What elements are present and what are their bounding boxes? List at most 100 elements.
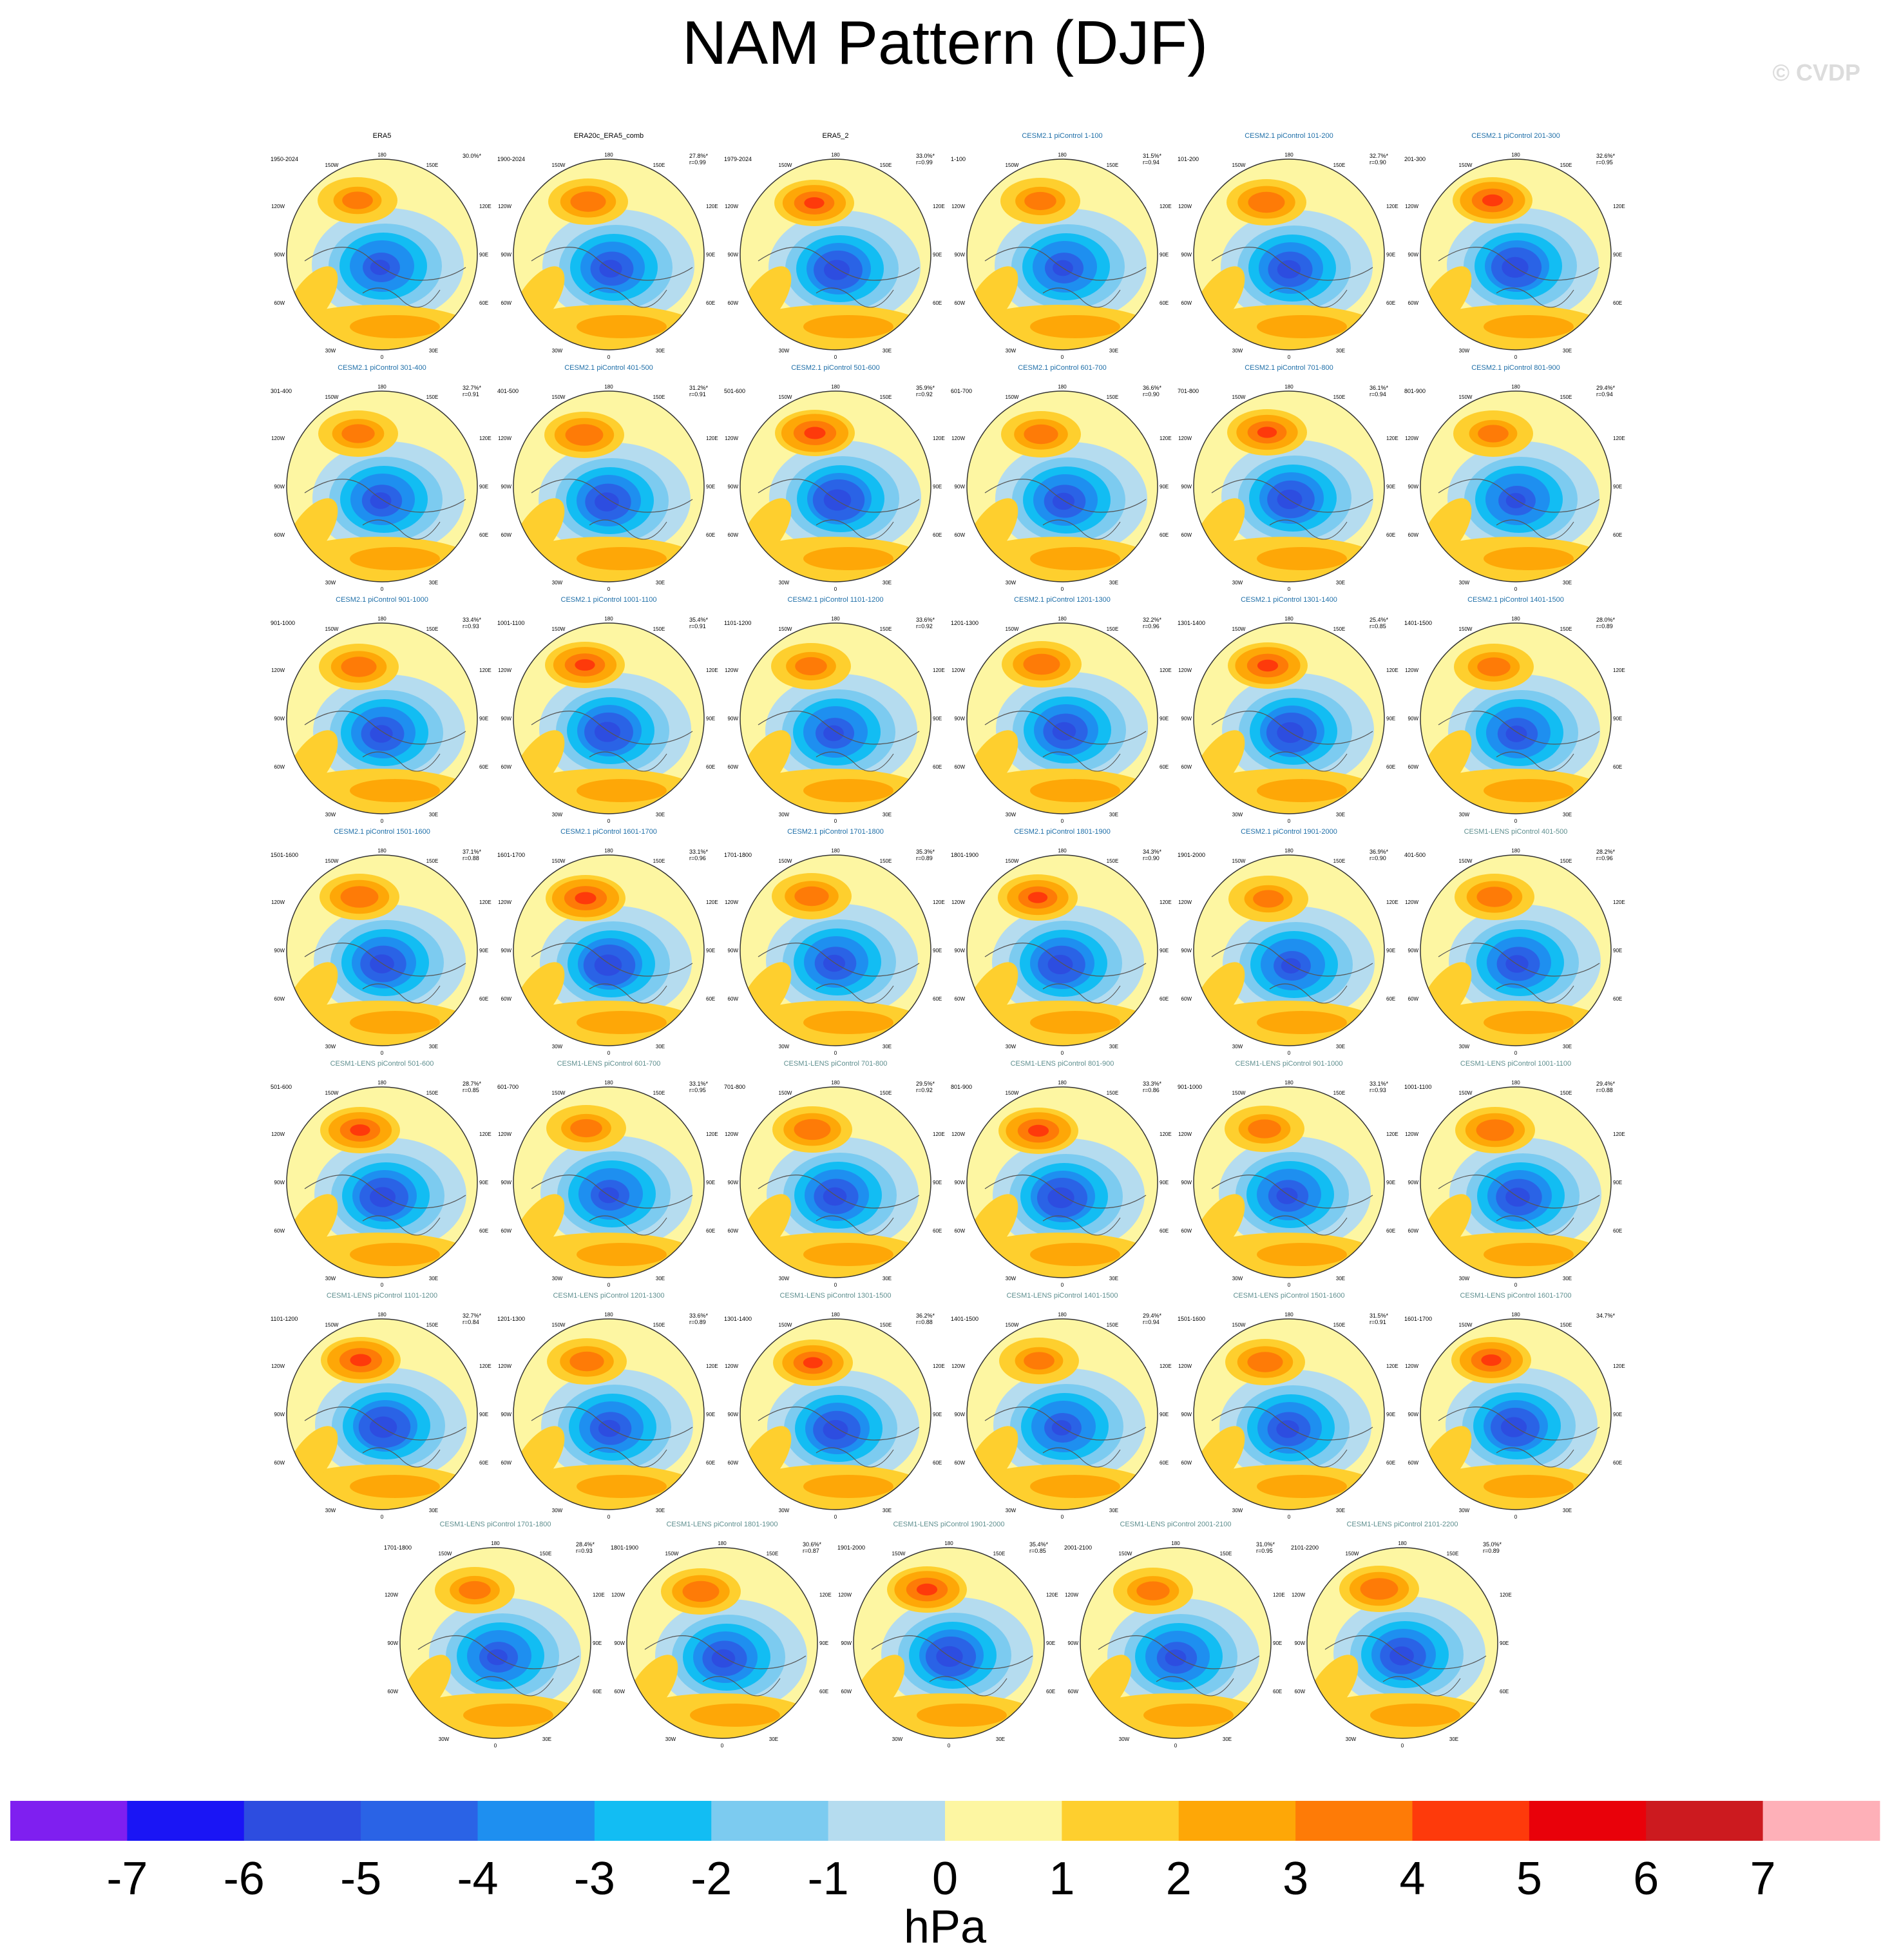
- nam-polar-map: 1801-1900 30.6%*r=0.87 180 0 150W 150E 120W 120…: [611, 1541, 832, 1749]
- contour-pos-atlantic-2: [577, 315, 667, 338]
- longitude-label: 30W: [1006, 1276, 1017, 1282]
- panel-period: 2001-2100: [1064, 1544, 1092, 1551]
- longitude-label: 120W: [1178, 668, 1192, 673]
- map-panel: CESM1-LENS piControl 1601-1700 1601-1700 3…: [1403, 1292, 1628, 1524]
- longitude-label: 60E: [1613, 532, 1622, 538]
- longitude-label: 30W: [552, 1276, 563, 1282]
- coastline: [1211, 943, 1373, 977]
- longitude-label: 90E: [479, 1412, 488, 1417]
- contour-pos-pacific-4: [1482, 194, 1503, 207]
- coastline: [984, 711, 1147, 745]
- longitude-label: 150W: [1006, 162, 1019, 168]
- longitude-label: 90E: [933, 484, 942, 490]
- coastline: [871, 1635, 1033, 1669]
- longitude-label: 30E: [1563, 1044, 1572, 1050]
- panel-variance-pct: 33.1%*: [689, 849, 709, 855]
- map-border: [1080, 1547, 1272, 1739]
- nam-polar-map: 101-200 32.7%*r=0.90 180 0 150W 150E 120W 120E 9…: [1178, 152, 1398, 360]
- contour-neg-6: [369, 1416, 397, 1438]
- panel-period: 1979-2024: [724, 156, 752, 162]
- coastline: [816, 519, 894, 540]
- longitude-label: 30E: [429, 348, 438, 354]
- longitude-label: 90W: [274, 1412, 285, 1417]
- map-panel: CESM1-LENS piControl 1801-1900 1801-1900 3…: [609, 1521, 835, 1753]
- longitude-label: 60W: [501, 532, 512, 538]
- nam-polar-map: 2101-2200 35.0%*r=0.89 180 0 150W 150E 120W 120…: [1291, 1541, 1512, 1749]
- longitude-label: 150W: [1459, 1322, 1473, 1328]
- panel-variance-pct: 28.7%*: [463, 1081, 482, 1087]
- longitude-label: 180: [1511, 848, 1520, 854]
- longitude-label: 90W: [841, 1640, 852, 1646]
- longitude-label: 60W: [728, 532, 739, 538]
- nam-polar-map: 1801-1900 34.3%*r=0.90 180 0 150W 150E 120W 120…: [951, 848, 1172, 1056]
- longitude-label: 150W: [325, 162, 339, 168]
- map-border: [740, 622, 931, 814]
- longitude-label: 150W: [779, 626, 792, 632]
- contour-neg-6: [1276, 1187, 1298, 1204]
- contour-neg-6: [1051, 1420, 1072, 1436]
- panel-variance-pct: 32.6%*: [1596, 153, 1616, 159]
- coastline: [984, 1175, 1147, 1209]
- contour-pos-pacific-3: [795, 657, 827, 676]
- panel-variance-pct: 33.6%*: [689, 1312, 709, 1319]
- coastline: [816, 751, 894, 772]
- longitude-label: 180: [1284, 616, 1293, 622]
- longitude-label: 90W: [1295, 1640, 1306, 1646]
- longitude-label: 120E: [1160, 1131, 1172, 1137]
- colorbar-tick-label: 4: [1399, 1853, 1425, 1905]
- colorbar-bin: [711, 1801, 829, 1841]
- panel-period: 901-1000: [271, 620, 295, 626]
- longitude-label: 120W: [498, 1363, 511, 1369]
- longitude-label: 90W: [1181, 484, 1192, 490]
- panel-pattern-corr: r=0.95: [689, 1087, 706, 1093]
- longitude-label: 120E: [1160, 668, 1172, 673]
- panel-pattern-corr: r=0.84: [463, 1319, 479, 1325]
- panel-pattern-corr: r=0.92: [916, 1087, 933, 1093]
- longitude-label: 120E: [706, 436, 718, 441]
- longitude-label: 150E: [1560, 162, 1572, 168]
- longitude-label: 60E: [933, 764, 942, 770]
- panel-variance-pct: 31.5%*: [1370, 1312, 1389, 1319]
- longitude-label: 120E: [1386, 436, 1398, 441]
- longitude-label: 120W: [271, 1363, 285, 1369]
- panel-period: 1901-2000: [837, 1544, 865, 1551]
- colorbar-bin: [828, 1801, 946, 1841]
- map-panel: CESM2.1 piControl 1001-1100 1001-1100 35.4…: [496, 596, 721, 828]
- longitude-label: 60W: [955, 764, 966, 770]
- map-border: [1193, 159, 1385, 351]
- longitude-label: 0: [1514, 818, 1518, 824]
- panel-pattern-corr: r=0.94: [1143, 1319, 1160, 1325]
- map-panel: CESM2.1 piControl 1701-1800 1701-1800 35.3…: [723, 828, 948, 1060]
- longitude-label: 180: [1511, 1080, 1520, 1086]
- panel-title: CESM1-LENS piControl 1201-1300: [553, 1292, 665, 1300]
- colorbar-tick-label: -1: [808, 1853, 849, 1905]
- longitude-label: 30W: [779, 1508, 790, 1513]
- longitude-label: 120W: [1405, 668, 1418, 673]
- longitude-label: 150W: [1006, 1090, 1019, 1096]
- longitude-label: 90E: [933, 1412, 942, 1417]
- contour-neg-6: [823, 489, 852, 511]
- longitude-label: 60W: [1068, 1689, 1079, 1695]
- panel-title: CESM2.1 piControl 401-500: [564, 364, 653, 372]
- panel-variance-pct: 30.6%*: [803, 1541, 822, 1548]
- nam-polar-map: 701-800 29.5%*r=0.92 180 0 150W 150E 120W 120E 9…: [724, 1080, 945, 1288]
- contour-neg-6: [711, 1649, 736, 1668]
- colorbar-tick-label: 3: [1283, 1853, 1308, 1905]
- longitude-label: 60E: [933, 300, 942, 306]
- longitude-label: 60E: [593, 1689, 602, 1695]
- longitude-label: 30E: [769, 1736, 778, 1742]
- coastline: [589, 751, 667, 772]
- coastline: [304, 943, 466, 977]
- longitude-label: 150W: [552, 626, 566, 632]
- longitude-label: 150E: [653, 1090, 665, 1096]
- coastline: [984, 1407, 1147, 1441]
- panel-title: CESM1-LENS piControl 1501-1600: [1233, 1292, 1345, 1300]
- longitude-label: 150E: [880, 162, 892, 168]
- longitude-label: 60E: [1160, 300, 1169, 306]
- longitude-label: 120E: [1386, 1363, 1398, 1369]
- longitude-label: 180: [1058, 616, 1067, 622]
- longitude-label: 60E: [1613, 300, 1622, 306]
- longitude-label: 90E: [1160, 948, 1169, 954]
- longitude-label: 180: [377, 1080, 387, 1086]
- panel-variance-pct: 29.4%*: [1596, 1081, 1616, 1087]
